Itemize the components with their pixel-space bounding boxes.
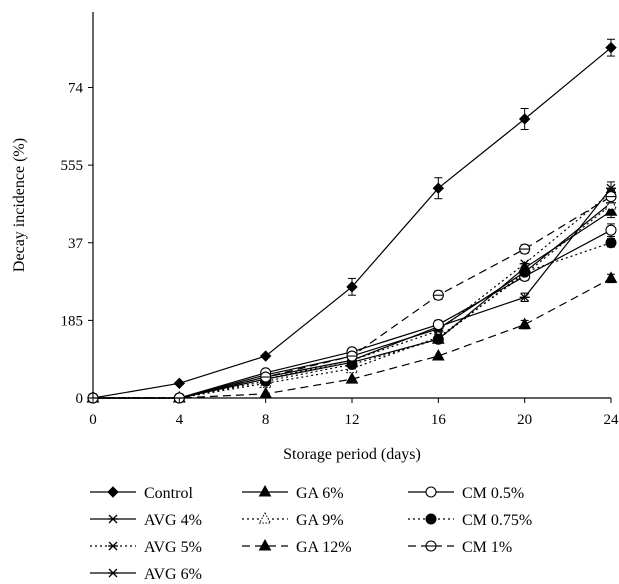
legend-item-cm-0-5: CM 0.5% bbox=[408, 485, 524, 502]
series-control-line bbox=[92, 47, 612, 399]
x-tick-label: 4 bbox=[176, 412, 184, 428]
legend-marker-avg-4 bbox=[108, 514, 118, 524]
legend-label: GA 6% bbox=[296, 485, 344, 502]
series-ga-12-point bbox=[518, 317, 532, 330]
series-avg-6-point bbox=[519, 292, 530, 302]
series-cm-0-5-point bbox=[605, 224, 617, 236]
series-control-point bbox=[346, 281, 358, 293]
y-tick-label: 555 bbox=[61, 158, 84, 174]
y-axis-title: Decay incidence (%) bbox=[11, 138, 28, 272]
series-avg-6-point bbox=[606, 183, 616, 193]
series-cm-0-75-point bbox=[432, 333, 444, 345]
legend-item-avg-5: AVG 5% bbox=[90, 539, 202, 556]
y-tick-label: 74 bbox=[68, 81, 84, 97]
x-tick-label: 12 bbox=[345, 412, 360, 428]
series-cm-1-point bbox=[432, 289, 444, 301]
legend-label: Control bbox=[144, 485, 193, 502]
series-control-point bbox=[432, 182, 445, 194]
legend-label: GA 9% bbox=[296, 512, 344, 529]
y-tick-label: 37 bbox=[68, 236, 84, 252]
legend-item-ga-9: GA 9% bbox=[242, 511, 344, 529]
legend-marker-ga-6 bbox=[258, 484, 272, 497]
legend-label: AVG 4% bbox=[144, 512, 202, 529]
legend-marker-ga-12 bbox=[258, 538, 272, 551]
legend-marker-ga-9 bbox=[258, 511, 272, 524]
series-ga-12-point bbox=[604, 271, 618, 283]
legend-marker-cm-0-75 bbox=[425, 513, 437, 525]
series-ga-9 bbox=[86, 197, 618, 403]
y-tick-label: 0 bbox=[76, 391, 84, 407]
series-control-point bbox=[259, 350, 272, 362]
legend-item-control: Control bbox=[90, 485, 193, 502]
legend-item-cm-0-75: CM 0.75% bbox=[408, 512, 532, 529]
x-tick-label: 20 bbox=[517, 412, 532, 428]
legend-marker-avg-6 bbox=[108, 568, 118, 578]
series-cm-0-75-point bbox=[605, 237, 617, 249]
legend: Control AVG 4% AVG 5% AVG 6% GA 6% GA 9% GA 12… bbox=[90, 484, 532, 583]
series-cm-1-point bbox=[605, 191, 617, 203]
legend-label: AVG 6% bbox=[144, 566, 202, 583]
legend-marker-avg-5 bbox=[108, 541, 118, 551]
series-ga-9-point bbox=[604, 197, 618, 210]
series-ga-6-point bbox=[604, 204, 618, 216]
legend-label: GA 12% bbox=[296, 539, 352, 556]
series-control-point bbox=[518, 113, 531, 125]
series-cm-0-75-point bbox=[519, 266, 531, 278]
y-axis-ticks: 0 185 37 555 74 bbox=[61, 81, 93, 407]
series-cm-1-point bbox=[260, 371, 272, 383]
series-ga-12-point bbox=[431, 349, 445, 361]
series-control-point bbox=[173, 377, 186, 390]
legend-label: CM 0.75% bbox=[462, 512, 532, 529]
legend-item-avg-6: AVG 6% bbox=[90, 566, 202, 583]
legend-label: AVG 5% bbox=[144, 539, 202, 556]
legend-item-ga-6: GA 6% bbox=[242, 484, 344, 502]
legend-item-ga-12: GA 12% bbox=[242, 538, 352, 556]
legend-marker-control bbox=[107, 486, 119, 498]
x-tick-label: 24 bbox=[604, 412, 619, 428]
series-cm-1-point bbox=[519, 243, 531, 255]
x-axis-ticks: 0 4 8 12 16 20 24 bbox=[89, 398, 619, 428]
y-tick-label: 185 bbox=[61, 313, 84, 329]
plot-area bbox=[86, 38, 618, 404]
x-tick-label: 0 bbox=[89, 412, 97, 428]
legend-item-cm-1: CM 1% bbox=[408, 539, 512, 556]
series-cm-1-point bbox=[346, 350, 358, 362]
series-cm-0-5-point bbox=[432, 319, 444, 331]
series-cm-1 bbox=[87, 189, 617, 404]
legend-label: CM 0.5% bbox=[462, 485, 524, 502]
x-axis-title: Storage period (days) bbox=[283, 446, 421, 463]
x-tick-label: 16 bbox=[431, 412, 447, 428]
legend-marker-cm-1 bbox=[425, 540, 437, 552]
legend-marker-cm-0-5 bbox=[425, 486, 437, 498]
series-ga-12-point bbox=[345, 372, 359, 384]
legend-label: CM 1% bbox=[462, 539, 512, 556]
x-tick-label: 8 bbox=[262, 412, 270, 428]
legend-item-avg-4: AVG 4% bbox=[90, 512, 202, 529]
series-control-point bbox=[605, 41, 617, 54]
